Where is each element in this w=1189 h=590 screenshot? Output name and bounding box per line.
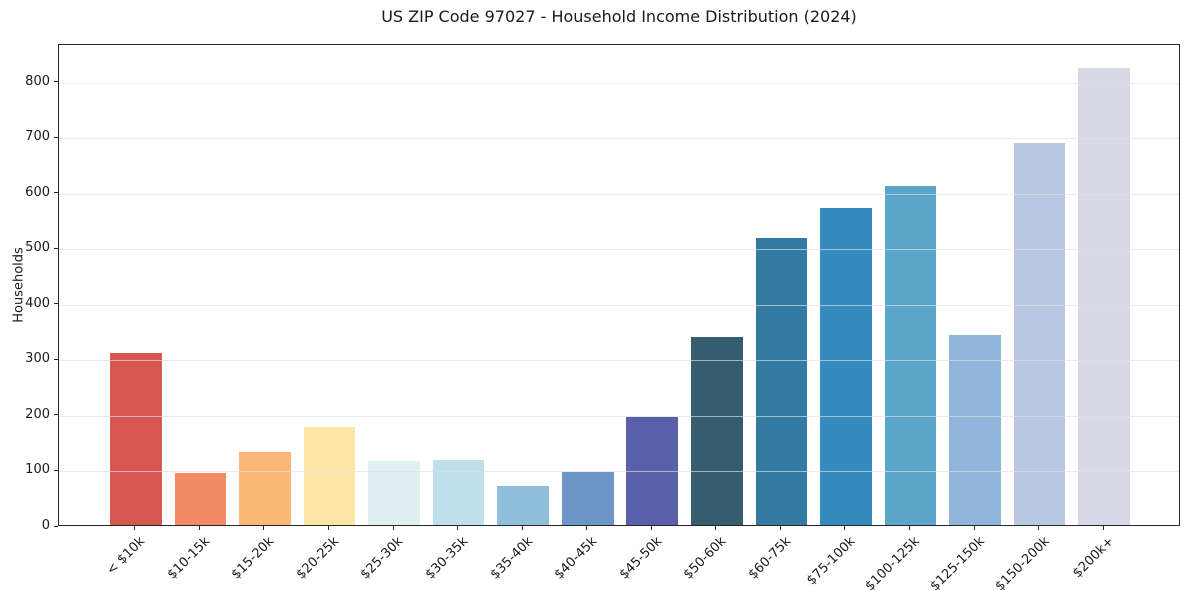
bar-$100-125k: [884, 185, 937, 525]
bar-$150-200k: [1013, 142, 1066, 525]
x-tick-mark: [1038, 526, 1040, 530]
bar-$35-40k: [497, 486, 549, 525]
x-tick-label: $25-30k: [358, 534, 407, 583]
bar-$200k+: [1078, 68, 1130, 525]
gridline-200: [59, 415, 1179, 417]
y-tick-mark: [54, 192, 58, 194]
y-tick-label: 500: [25, 240, 50, 256]
x-tick-mark: [521, 526, 523, 530]
x-tick-mark: [909, 526, 910, 530]
chart-title: US ZIP Code 97027 - Household Income Dis…: [381, 7, 857, 26]
bar-$20-25k: [303, 427, 356, 525]
x-tick-label: $35-40k: [487, 534, 536, 583]
bar-$40-45k: [561, 472, 614, 525]
y-tick-label: 300: [25, 351, 50, 367]
x-tick-label: $45-50k: [616, 534, 665, 583]
y-tick-label: 600: [25, 184, 50, 200]
bar-$45-50k: [626, 417, 679, 525]
x-tick-mark: [198, 526, 200, 530]
y-tick-mark: [54, 303, 58, 305]
x-tick-mark: [779, 526, 781, 530]
x-tick-label: $100-125k: [862, 534, 924, 590]
x-tick-mark: [134, 526, 136, 530]
x-tick-label: $75-100k: [804, 534, 859, 589]
y-tick-mark: [54, 525, 58, 527]
x-tick-label: $60-75k: [745, 534, 795, 583]
bar-< $10k: [110, 352, 162, 525]
bar-$25-30k: [368, 461, 420, 525]
bar-$50-60k: [691, 337, 743, 525]
x-tick-mark: [263, 526, 265, 530]
x-tick-mark: [844, 526, 846, 530]
y-tick-label: 0: [41, 518, 50, 533]
y-tick-label: 200: [25, 406, 50, 422]
y-tick-mark: [54, 81, 58, 83]
y-tick-label: 800: [25, 73, 50, 89]
x-tick-mark: [327, 526, 329, 530]
plot-area: [58, 44, 1180, 526]
y-tick-mark: [54, 469, 58, 471]
x-tick-label: $40-45k: [551, 534, 601, 583]
y-axis-label: Households: [11, 247, 27, 323]
x-tick-label: < $10k: [104, 534, 149, 579]
x-tick-label: $15-20k: [229, 534, 278, 583]
x-tick-label: $200k+: [1069, 534, 1117, 582]
bar-$30-35k: [432, 460, 485, 525]
gridline-300: [59, 360, 1179, 362]
bar-$60-75k: [755, 237, 808, 525]
gridline-100: [59, 471, 1179, 473]
gridline-400: [59, 304, 1179, 306]
x-tick-mark: [392, 526, 394, 530]
x-tick-label: $50-60k: [680, 534, 730, 583]
bar-$10-15k: [174, 473, 227, 525]
x-tick-label: $10-15k: [164, 534, 213, 583]
y-tick-mark: [54, 414, 58, 416]
gridline-800: [59, 82, 1179, 84]
x-tick-mark: [715, 526, 717, 530]
y-tick-mark: [54, 136, 58, 138]
x-tick-label: $30-35k: [422, 534, 472, 583]
x-tick-mark: [457, 526, 459, 530]
y-tick-mark: [54, 358, 58, 360]
x-tick-mark: [1102, 526, 1104, 530]
x-tick-mark: [973, 526, 975, 530]
y-tick-mark: [54, 247, 58, 249]
gridline-600: [59, 193, 1179, 195]
y-tick-label: 700: [25, 129, 50, 145]
bar-$15-20k: [239, 452, 291, 525]
bar-$75-100k: [820, 208, 872, 525]
x-tick-label: $150-200k: [992, 534, 1053, 590]
bar-$125-150k: [949, 334, 1001, 525]
x-tick-label: $20-25k: [293, 534, 343, 583]
gridline-700: [59, 138, 1179, 140]
x-tick-label: $125-150k: [927, 534, 988, 590]
y-tick-label: 100: [25, 462, 50, 478]
x-tick-mark: [650, 526, 652, 530]
gridline-500: [59, 249, 1179, 251]
y-tick-label: 400: [25, 295, 50, 311]
x-tick-mark: [586, 526, 588, 530]
